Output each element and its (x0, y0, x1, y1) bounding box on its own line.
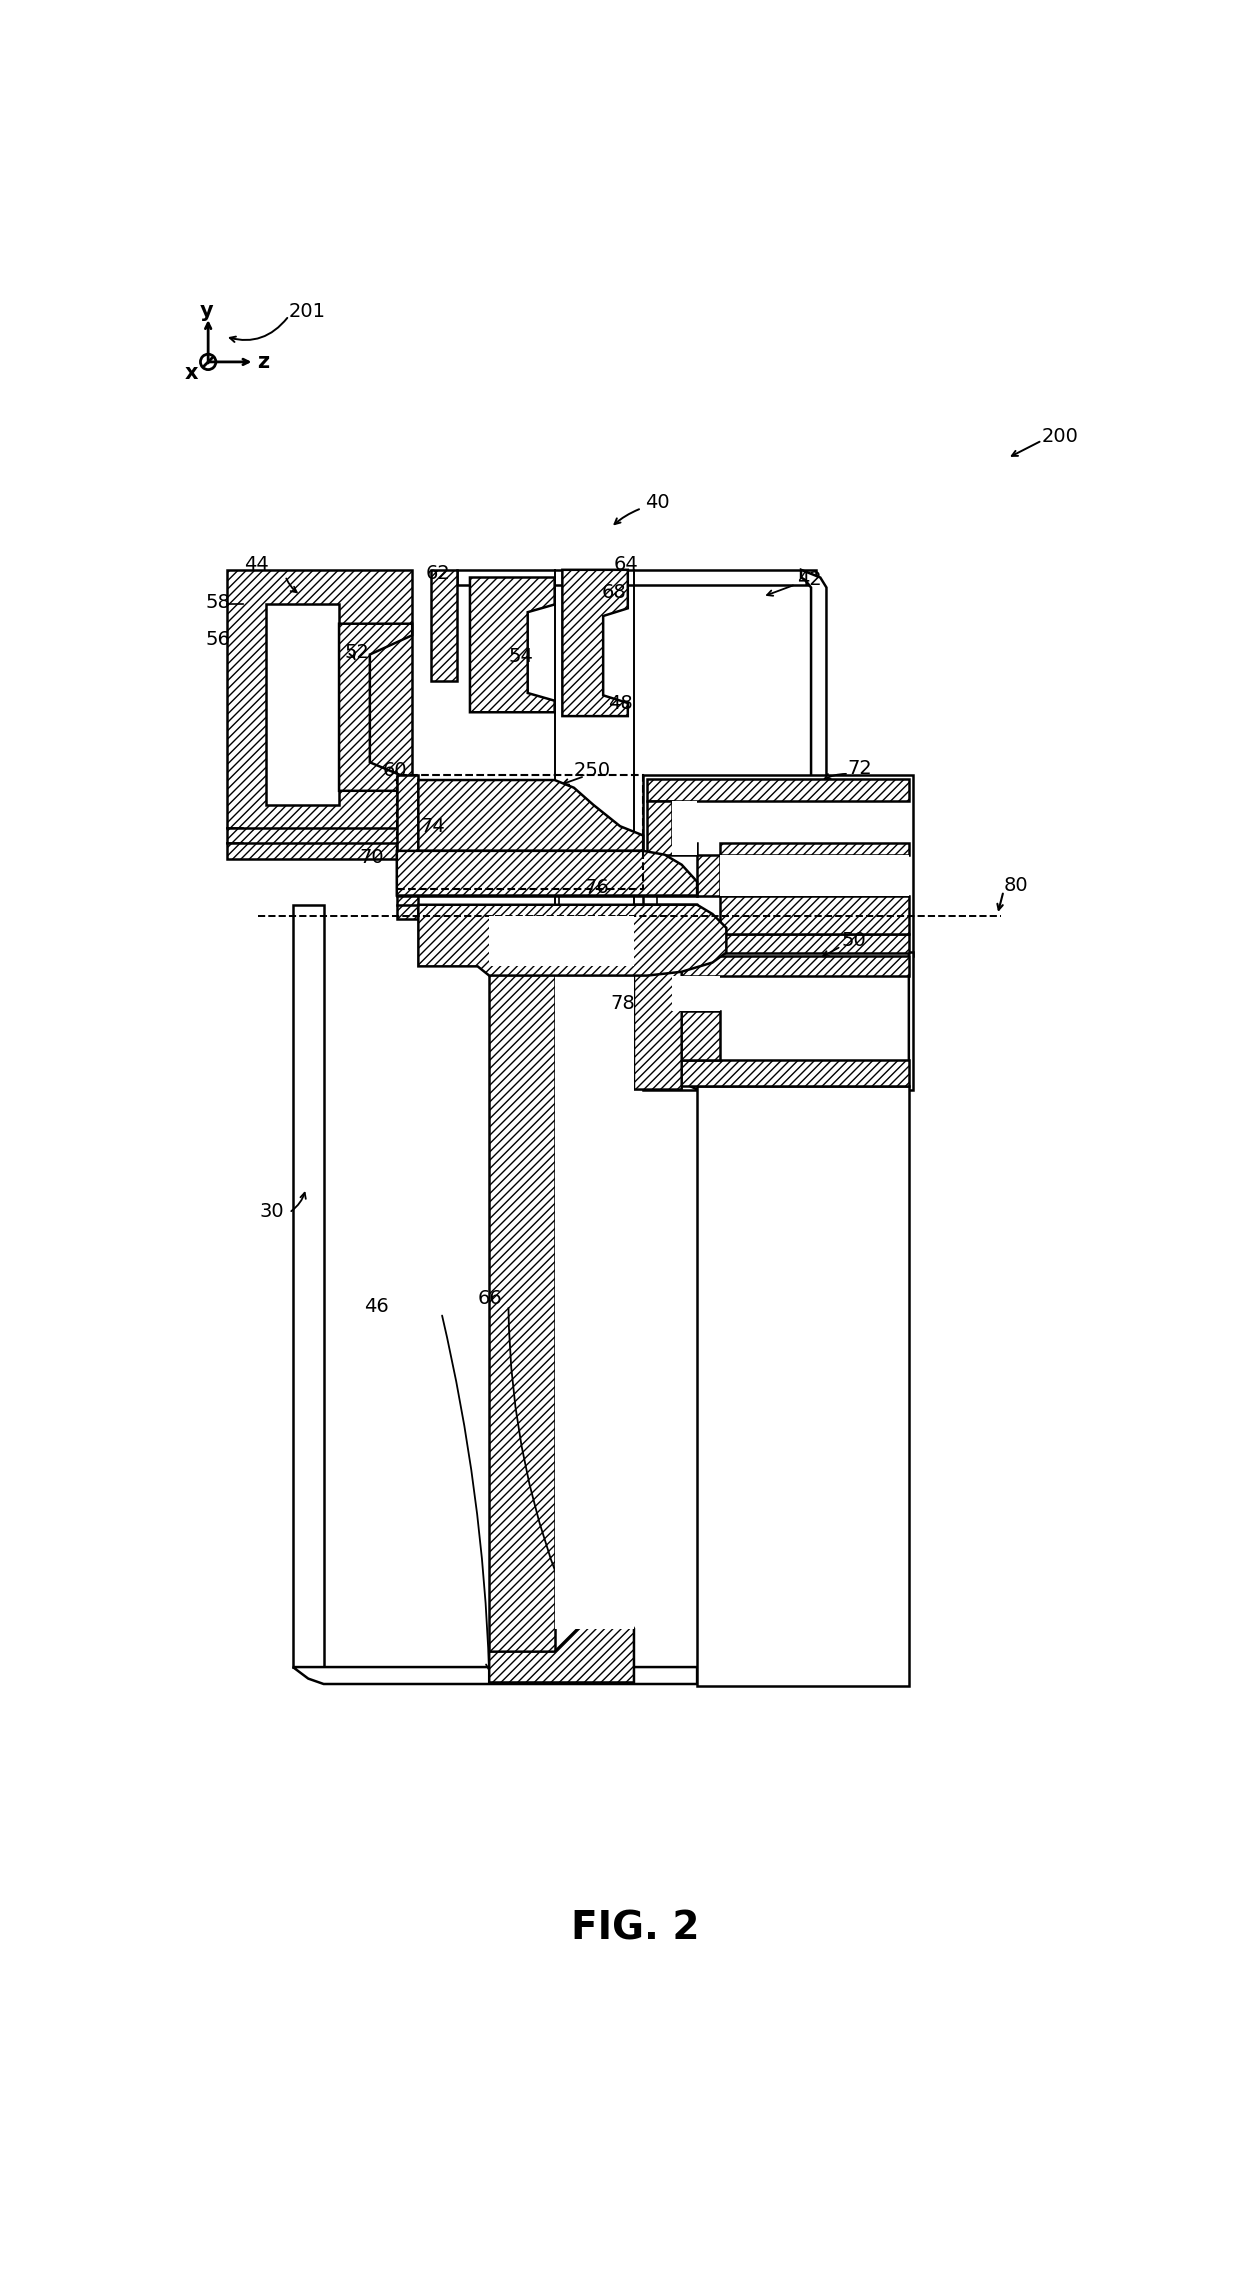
Text: 42: 42 (797, 570, 822, 588)
Text: 60: 60 (383, 761, 408, 781)
Polygon shape (644, 570, 826, 952)
Polygon shape (265, 604, 339, 804)
Polygon shape (227, 570, 412, 859)
Text: z: z (258, 351, 269, 371)
Polygon shape (563, 570, 627, 715)
Text: 52: 52 (345, 642, 370, 661)
Text: 76: 76 (584, 877, 609, 898)
Text: 72: 72 (847, 759, 872, 779)
Text: 64: 64 (614, 556, 639, 574)
Polygon shape (554, 904, 634, 1089)
Polygon shape (672, 975, 720, 1011)
Polygon shape (293, 904, 324, 1667)
Text: 40: 40 (645, 494, 670, 513)
Polygon shape (647, 779, 909, 802)
Polygon shape (490, 916, 634, 966)
Polygon shape (418, 904, 727, 975)
Bar (644, 952, 913, 1089)
Polygon shape (697, 1087, 909, 1686)
Text: 46: 46 (365, 1296, 389, 1317)
Text: 56: 56 (206, 629, 231, 649)
Polygon shape (418, 779, 644, 852)
Polygon shape (647, 1059, 909, 1087)
Text: 58: 58 (206, 595, 231, 613)
Text: 80: 80 (1003, 877, 1028, 895)
Text: 250: 250 (574, 761, 611, 779)
Polygon shape (397, 775, 418, 918)
Polygon shape (697, 857, 720, 895)
Polygon shape (672, 1011, 720, 1059)
Text: 54: 54 (508, 647, 533, 667)
Polygon shape (672, 802, 909, 895)
Text: 30: 30 (259, 1203, 284, 1221)
Text: 78: 78 (611, 993, 636, 1014)
Polygon shape (644, 952, 909, 1089)
Text: 44: 44 (244, 556, 269, 574)
Text: 74: 74 (420, 818, 445, 836)
Polygon shape (720, 895, 909, 934)
Polygon shape (647, 802, 697, 857)
Polygon shape (647, 975, 672, 1059)
Text: 200: 200 (1042, 426, 1079, 446)
Polygon shape (432, 570, 456, 681)
Text: 70: 70 (360, 847, 384, 866)
Polygon shape (720, 843, 909, 857)
Text: 62: 62 (427, 565, 451, 583)
Polygon shape (490, 904, 554, 1683)
Polygon shape (490, 1597, 634, 1683)
Polygon shape (397, 852, 697, 895)
Text: 66: 66 (477, 1289, 502, 1308)
Text: 201: 201 (289, 303, 326, 321)
Text: x: x (185, 364, 198, 383)
Polygon shape (339, 624, 412, 790)
Bar (644, 775, 913, 957)
Text: 68: 68 (601, 583, 626, 601)
Text: y: y (200, 301, 213, 321)
Text: FIG. 2: FIG. 2 (572, 1909, 699, 1948)
Polygon shape (470, 579, 554, 713)
Polygon shape (293, 1667, 697, 1683)
Polygon shape (634, 904, 697, 1089)
Text: 48: 48 (609, 693, 634, 713)
Bar (397, 775, 644, 888)
Polygon shape (554, 1089, 634, 1629)
Polygon shape (647, 934, 909, 952)
Polygon shape (647, 957, 909, 975)
Text: 50: 50 (842, 932, 867, 950)
Polygon shape (456, 570, 816, 585)
